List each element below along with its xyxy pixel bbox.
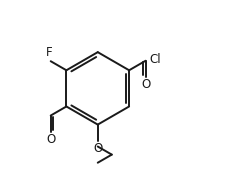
Text: F: F — [46, 46, 52, 59]
Text: Cl: Cl — [148, 53, 160, 66]
Text: O: O — [93, 142, 102, 155]
Text: O: O — [140, 78, 150, 91]
Text: O: O — [46, 133, 55, 146]
